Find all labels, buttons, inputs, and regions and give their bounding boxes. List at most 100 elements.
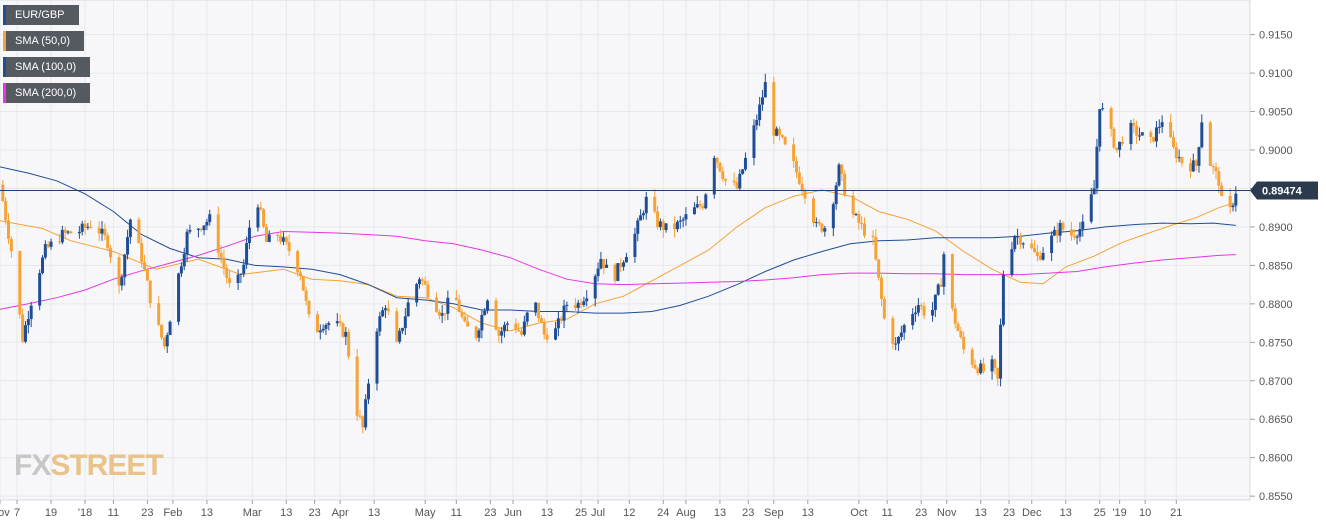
candle-up (1154, 127, 1158, 142)
plot-background (0, 0, 1251, 501)
candle-down (301, 276, 305, 291)
candle-up (814, 221, 818, 223)
x-tick-label: 24 (657, 507, 669, 519)
candle-up (1234, 193, 1238, 206)
candle-up (831, 204, 835, 229)
legend-item-sma100[interactable]: SMA (100,0) (3, 57, 91, 77)
candle-down (162, 337, 166, 347)
candle-up (823, 228, 827, 232)
candle-down (148, 280, 152, 304)
candle-down (1174, 147, 1178, 159)
candle-up (1092, 188, 1096, 195)
candle-up (403, 316, 407, 329)
candle-down (851, 195, 855, 215)
candle-down (420, 279, 424, 281)
candle-up (1137, 135, 1141, 137)
candle-up (86, 226, 90, 228)
candle-up (1200, 122, 1204, 148)
candle-up (633, 233, 637, 257)
candle-up (636, 220, 640, 234)
candle-down (386, 308, 390, 312)
candle-down (772, 82, 776, 136)
candle-up (1197, 147, 1201, 166)
candle-up (205, 221, 209, 226)
candle-down (1152, 136, 1156, 142)
candle-down (1035, 252, 1039, 257)
candle-down (891, 318, 895, 344)
candle-up (582, 301, 586, 306)
y-tick-label: 0.8700 (1259, 376, 1293, 388)
candle-up (66, 231, 70, 233)
candle-down (783, 137, 787, 145)
candle-down (539, 318, 543, 323)
candle-down (996, 367, 1000, 379)
candle-up (1078, 229, 1082, 237)
candle-down (137, 219, 141, 244)
candle-up (911, 314, 915, 326)
candle-down (973, 364, 977, 369)
x-tick-label: 13 (201, 507, 213, 519)
candle-up (599, 258, 603, 269)
candle-down (1069, 229, 1073, 236)
legend-item-sma200[interactable]: SMA (200,0) (3, 83, 91, 103)
candle-down (542, 322, 546, 335)
candle-down (1228, 196, 1232, 208)
candle-down (573, 304, 577, 308)
candle-down (797, 172, 801, 184)
current-price-label: 0.89474 (1262, 185, 1303, 197)
candle-down (83, 223, 87, 228)
x-tick-label: 13 (368, 507, 380, 519)
candle-up (1231, 205, 1235, 208)
candle-down (264, 226, 268, 242)
candle-up (383, 308, 387, 311)
candle-down (395, 311, 399, 342)
candle-series-swatch (3, 5, 6, 25)
candle-down (1188, 163, 1192, 172)
candle-up (658, 221, 662, 228)
candle-up (902, 325, 906, 333)
candle-up (335, 321, 339, 324)
candle-down (919, 305, 923, 307)
candle-up (77, 231, 81, 234)
candle-down (1, 184, 5, 202)
candle-down (199, 228, 203, 231)
candle-up (899, 332, 903, 338)
candle-down (338, 321, 342, 324)
candle-up (440, 313, 444, 316)
x-tick-label: 25 (575, 507, 587, 519)
candle-up (1052, 229, 1056, 236)
x-tick-label: Aug (676, 507, 696, 519)
candle-down (355, 356, 359, 416)
candle-up (179, 266, 183, 274)
candle-up (1075, 236, 1079, 238)
candle-up (1041, 252, 1045, 260)
x-tick-label: Nov (937, 507, 957, 519)
candle-down (537, 302, 541, 319)
legend-item-sma50[interactable]: SMA (50,0) (3, 31, 90, 51)
candle-down (993, 359, 997, 368)
candle-down (497, 329, 501, 336)
logo-fx: FX (14, 449, 51, 482)
candle-up (616, 263, 620, 281)
legend-label: SMA (200,0) (6, 83, 91, 103)
candle-down (423, 280, 427, 285)
candle-up (1058, 222, 1062, 236)
candle-up (446, 297, 450, 314)
candle-up (931, 309, 935, 316)
candle-up (344, 331, 348, 337)
legend: EUR/GBP SMA (50,0) SMA (100,0) SMA (200,… (3, 5, 91, 109)
candle-up (1050, 235, 1054, 253)
candle-up (1101, 108, 1105, 110)
candle-down (950, 254, 954, 309)
candle-down (262, 209, 266, 227)
candle-down (454, 297, 458, 301)
x-tick-label: 11 (881, 507, 892, 519)
y-tick-label: 0.9150 (1259, 30, 1293, 42)
x-tick-label: 23 (484, 507, 496, 519)
line-series-swatch (3, 31, 6, 51)
candle-up (327, 323, 331, 325)
legend-item-eurgbp[interactable]: EUR/GBP (3, 5, 90, 25)
x-tick-label: 11 (451, 507, 462, 519)
candle-up (505, 323, 509, 325)
